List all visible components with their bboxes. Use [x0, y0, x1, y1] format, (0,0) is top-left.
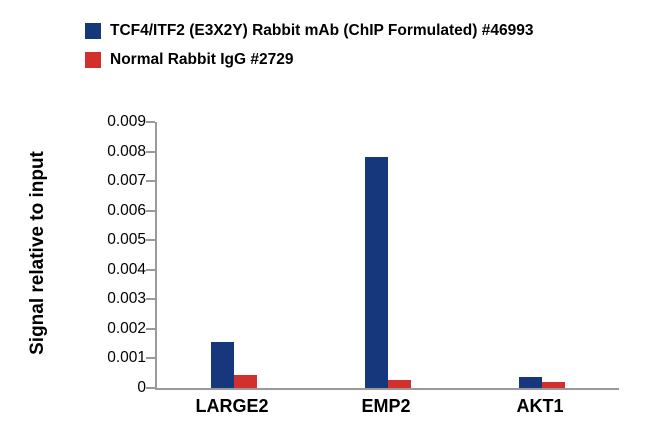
y-tick-mark	[146, 357, 155, 360]
y-tick-label: 0	[137, 379, 146, 396]
y-tick-label: 0.006	[107, 201, 146, 219]
y-tick-mark	[146, 150, 155, 153]
y-tick-mark	[146, 239, 155, 242]
x-category-label: LARGE2	[195, 396, 269, 416]
y-tick-mark	[146, 387, 155, 389]
y-tick-label: 0.004	[107, 260, 146, 278]
bar-series2-large2	[234, 374, 257, 388]
y-tick-mark	[146, 268, 155, 271]
y-tick-label: 0.008	[107, 142, 146, 160]
x-category-label: AKT1	[516, 396, 564, 416]
y-tick-mark	[146, 180, 155, 183]
bar-series2-emp2	[388, 379, 411, 388]
y-tick-label: 0.002	[107, 319, 146, 337]
legend-label-antibody: TCF4/ITF2 (E3X2Y) Rabbit mAb (ChIP Formu…	[110, 22, 534, 39]
legend-label-igg-control: Normal Rabbit IgG #2729	[110, 51, 294, 68]
y-tick-label: 0.007	[107, 172, 146, 190]
bar-series1-emp2	[365, 157, 388, 388]
blue-square-swatch-icon	[85, 23, 101, 39]
y-tick-mark	[146, 121, 155, 123]
y-axis-title: Signal relative to input	[27, 151, 48, 355]
bar-series1-large2	[211, 342, 234, 388]
y-tick-mark	[146, 327, 155, 330]
x-category-label: EMP2	[361, 396, 411, 416]
legend-item-antibody: TCF4/ITF2 (E3X2Y) Rabbit mAb (ChIP Formu…	[85, 22, 533, 40]
bar-series1-akt1	[519, 376, 542, 388]
y-tick-label: 0.003	[107, 290, 146, 308]
plot-area	[155, 122, 619, 390]
y-tick-label: 0.001	[107, 349, 146, 367]
y-tick-label: 0.005	[107, 231, 146, 249]
bar-series2-akt1	[542, 382, 565, 388]
red-square-swatch-icon	[85, 52, 101, 68]
y-tick-label: 0.009	[107, 113, 146, 130]
chart-legend: TCF4/ITF2 (E3X2Y) Rabbit mAb (ChIP Formu…	[85, 22, 533, 80]
y-tick-mark	[146, 209, 155, 212]
y-tick-mark	[146, 298, 155, 301]
legend-item-igg-control: Normal Rabbit IgG #2729	[85, 51, 533, 69]
